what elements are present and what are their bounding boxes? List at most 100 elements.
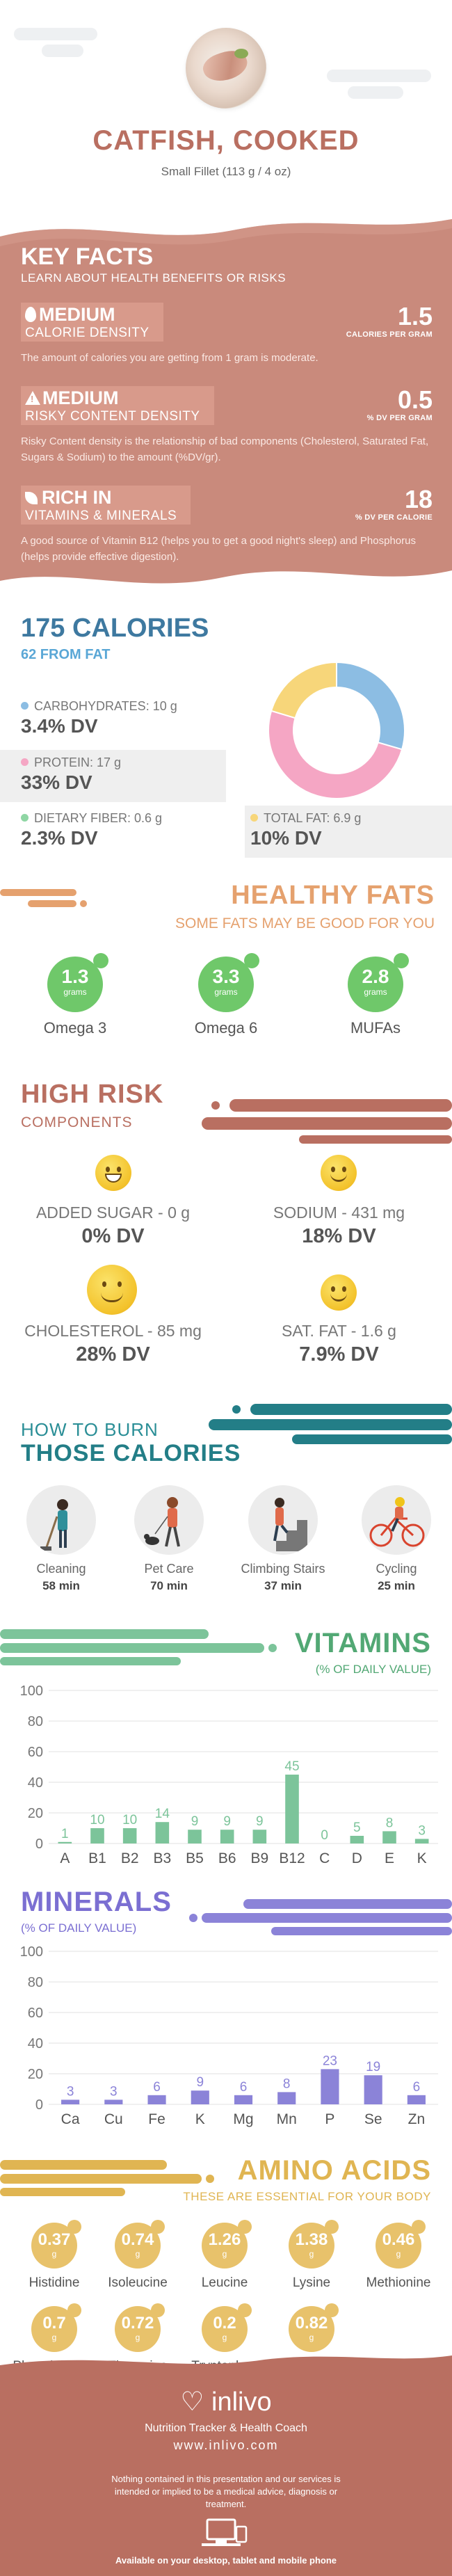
amino-unit: g: [135, 2333, 140, 2342]
cleaning-name: Cleaning: [36, 1562, 86, 1576]
cholesterol-label: CHOLESTEROL - 85 mg: [24, 1322, 202, 1340]
vitamin-category-label: A: [60, 1850, 70, 1866]
risk-sodium: SODIUM - 431 mg 18% DV: [226, 1203, 452, 1248]
omega6-name: Omega 6: [194, 1019, 258, 1037]
omega6-value: 3.3: [212, 966, 240, 987]
vitamins-tag: RICH IN VITAMINS & MINERALS: [21, 486, 191, 525]
mineral-value-label: 3: [110, 2084, 118, 2099]
risky-density-number: 0.5: [397, 385, 433, 414]
vitamin-value-label: 45: [284, 1759, 299, 1774]
risky-density-value: 0.5 % DV PER GRAM: [366, 385, 433, 423]
vitamin-category-label: E: [385, 1850, 394, 1866]
risky-density-unit: % DV PER GRAM: [366, 414, 433, 422]
mufas-value: 2.8: [362, 966, 389, 987]
vitamins-decoration: [0, 1629, 277, 1665]
amino-circle-histidine: 0.37 g: [31, 2220, 81, 2269]
burn-calories-section: HOW TO BURN THOSE CALORIES Cleaning 58 m…: [0, 1398, 452, 1628]
vitamin-value-label: 9: [191, 1814, 199, 1829]
added-sugar-dv: 0% DV: [81, 1225, 145, 1247]
mineral-category-label: K: [195, 2111, 205, 2127]
mineral-bar-zn: [407, 2095, 426, 2104]
climbing-stairs-name: Climbing Stairs: [241, 1562, 325, 1576]
vitamin-category-label: B6: [218, 1850, 236, 1866]
vitamin-value-label: 10: [122, 1813, 137, 1827]
vitamin-value-label: 0: [321, 1828, 328, 1843]
macros-donut-chart: [268, 661, 405, 799]
amino-circle-leucine: 1.26 g: [202, 2220, 252, 2269]
calorie-density-description: The amount of calories you are getting f…: [21, 352, 318, 364]
vitamin-category-label: D: [352, 1850, 362, 1866]
calories-section: 175 CALORIES 62 FROM FAT CARBOHYDRATES: …: [0, 605, 452, 863]
amino-unit: g: [51, 2333, 57, 2342]
calorie-density-number: 1.5: [397, 302, 433, 330]
vitamin-category-label: C: [319, 1850, 330, 1866]
vitamins-label: VITAMINS & MINERALS: [25, 509, 177, 523]
calorie-density-label: CALORIE DENSITY: [25, 326, 150, 340]
mineral-category-label: P: [325, 2111, 334, 2127]
flame-icon: [25, 307, 36, 322]
footer-url[interactable]: www.inlivo.com: [173, 2438, 279, 2452]
minerals-section: MINERALS (% OF DAILY VALUE) 0 20 40 60 80 100…: [0, 1878, 452, 2143]
sodium-dv: 18% DV: [302, 1225, 376, 1247]
vitamin-category-label: B5: [186, 1850, 204, 1866]
fat-label: TOTAL FAT: 6.9 g: [264, 811, 362, 825]
y-tick-label: 60: [28, 2006, 43, 2021]
decorative-cloud: [327, 70, 431, 82]
serving-size: Small Fillet (113 g / 4 oz): [161, 165, 291, 178]
risk-cholesterol: CHOLESTEROL - 85 mg 28% DV: [0, 1322, 226, 1366]
mufas-name: MUFAs: [350, 1019, 401, 1037]
amino-unit: g: [135, 2249, 140, 2259]
high-risk-title: HIGH RISK: [21, 1080, 164, 1109]
minerals-subtitle: (% OF DAILY VALUE): [21, 1921, 137, 1935]
vitamin-value-label: 1: [61, 1827, 69, 1841]
footer-brand[interactable]: ♡ inlivo: [0, 2386, 452, 2417]
mineral-bar-se: [364, 2075, 382, 2104]
amino-name-isoleucine: Isoleucine: [108, 2275, 168, 2290]
amino-unit: g: [222, 2249, 227, 2259]
fiber-label: DIETARY FIBER: 0.6 g: [34, 811, 163, 825]
devices-icon: [202, 2518, 248, 2546]
donut-slice-total-fat: [270, 661, 337, 719]
vitamin-category-label: B2: [121, 1850, 139, 1866]
amino-acids-subtitle: THESE ARE ESSENTIAL FOR YOUR BODY: [183, 2190, 431, 2203]
decorative-cloud: [14, 28, 97, 40]
mineral-bar-k: [191, 2090, 209, 2104]
y-tick-label: 60: [28, 1745, 43, 1760]
vitamin-bar-b2: [122, 1828, 137, 1843]
amino-value: 0.82: [295, 2314, 328, 2333]
y-tick-label: 20: [28, 2067, 43, 2082]
vitamin-bar-k: [414, 1839, 429, 1843]
omega3-unit: grams: [63, 987, 87, 997]
vitamins-section: VITAMINS (% OF DAILY VALUE) 0 20 40 60 80 100…: [0, 1614, 452, 1871]
vitamin-bar-b12: [285, 1775, 299, 1843]
vitamin-value-label: 5: [353, 1821, 361, 1835]
vitamin-value-label: 10: [90, 1813, 104, 1827]
risky-density-label: RISKY CONTENT DENSITY: [25, 409, 200, 424]
risky-density-description: Risky Content density is the relationshi…: [21, 435, 429, 463]
decorative-cloud: [348, 86, 403, 99]
amino-circle-phenylalanine: 0.7 g: [31, 2303, 81, 2352]
added-sugar-label: ADDED SUGAR - 0 g: [35, 1203, 191, 1222]
y-tick-label: 20: [28, 1806, 43, 1821]
amino-decoration: [0, 2160, 214, 2196]
amino-circle-tryptophan: 0.2 g: [202, 2303, 252, 2352]
burn-decoration: [209, 1404, 452, 1444]
minerals-bar-chart: 0 20 40 60 80 100 3 Ca 3 Cu 6 Fe 9 K 6 Mg 8 Mn 23 P 19 Se 6 Zn: [20, 1944, 438, 2127]
vitamin-category-label: B3: [153, 1850, 171, 1866]
carbs-dv: 3.4% DV: [21, 715, 98, 737]
footer-background: [0, 2355, 452, 2576]
omega3-value: 1.3: [61, 966, 89, 987]
mineral-value-label: 23: [323, 2054, 337, 2068]
protein-dv: 33% DV: [21, 771, 92, 793]
mineral-category-label: Fe: [148, 2111, 166, 2127]
vitamin-bar-e: [382, 1831, 396, 1843]
amino-unit: g: [396, 2249, 401, 2259]
mufas-circle: 2.8 grams: [348, 953, 409, 1012]
minerals-decoration: [189, 1899, 452, 1935]
pet-care-name: Pet Care: [144, 1562, 194, 1576]
amino-name-histidine: Histidine: [29, 2275, 80, 2290]
vitamins-level: RICH IN: [42, 487, 112, 508]
vitamin-bar-b6: [220, 1830, 234, 1843]
y-tick-label: 0: [35, 1837, 43, 1852]
vitamin-category-label: B12: [279, 1850, 305, 1866]
